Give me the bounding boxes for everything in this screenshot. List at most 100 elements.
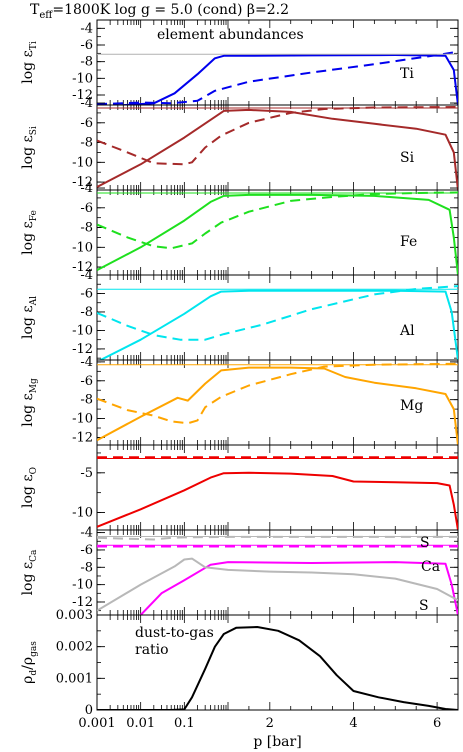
series-group-al [97,285,458,360]
series-label-ti: Ti [400,66,414,82]
series-line-dust-0 [97,626,458,710]
y-label-sub: Mg [29,378,39,393]
x-tick-label: 0.001 [78,716,115,731]
series-line-si-1 [97,106,458,166]
series-label-fe: Fe [400,234,417,250]
y-axis-label-dust: ρd/ρgas [20,641,39,684]
y-tick-label: -10 [72,506,93,521]
series-label-mg: Mg [400,398,423,414]
y-tick-label: -12 [72,595,93,610]
y-tick-label: -6 [80,38,93,53]
y-tick-label: -6 [80,286,93,301]
series-line-ca-4 [97,535,458,541]
title-beta-symbol: β [247,2,255,18]
y-tick-label: 0 [85,703,93,718]
y-axis-label-o: log εO [20,467,39,508]
series-label-s: S [419,598,429,614]
y-axis-label-al: log εAl [20,296,39,339]
x-tick-label: 0.1 [174,716,195,731]
series-label-al: Al [399,323,415,339]
x-tick-label: 4 [349,716,357,731]
series-line-ca-0 [139,561,458,615]
y-tick-label: -10 [72,578,93,593]
y-tick-label: -10 [72,323,93,338]
series-group-mg [97,362,458,445]
y-tick-label: -4 [80,181,93,196]
y-tick-label: -4 [80,21,93,36]
y-axis-label-si: log εSi [20,126,39,169]
y-tick-label: -4 [80,526,93,541]
y-tick-label: 0.003 [56,608,93,623]
series-line-fe-0 [97,193,458,275]
y-axis-label-ti: log εTi [20,41,39,84]
y-tick-label: -12 [72,342,93,357]
panel-annotation-dust: dust-to-gas [135,625,214,641]
y-tick-label: -8 [80,393,93,408]
y-label-main: log ε [20,50,36,84]
title-teff-symbol: T [30,2,40,18]
y-label-sub: Al [29,296,39,306]
y-label-sub: d [29,670,39,676]
y-tick-label: -10 [72,240,93,255]
y-tick-label: -6 [80,374,93,389]
y-tick-label: 0.002 [56,640,93,655]
y-label-main: log ε [20,135,36,169]
series-line-o-0 [97,471,458,530]
series-group-fe [97,191,458,275]
x-axis: 0.001 0.01 0.1 2 4 6 p [bar] [78,716,441,750]
panel-annotation-ti: element abundances [157,27,304,43]
series-line-ti-0 [108,54,458,105]
series-line-mg-0 [97,366,458,445]
y-axis-label-fe: log εFe [20,210,39,255]
series-group-o [97,456,458,530]
y-tick-label: -10 [72,155,93,170]
y-tick-label: -8 [80,221,93,236]
y-tick-label: -10 [72,412,93,427]
y-label-main: log ε [20,562,36,596]
y-tick-label: -12 [72,88,93,103]
y-label-sub: Fe [29,210,39,221]
series-group-si [97,106,458,190]
series-line-fe-1 [97,191,458,250]
series-label-ca: Ca [421,559,440,575]
y-label-main: log ε [20,393,36,427]
x-axis-label: p [bar] [253,734,301,750]
y-tick-label: -12 [72,260,93,275]
y-tick-label: -4 [80,96,93,111]
series-line-al-1 [97,285,458,341]
y-tick-label: -8 [80,305,93,320]
y-tick-label: -12 [72,430,93,445]
series-line-ca-3 [97,557,458,612]
series-label-si: Si [400,150,415,166]
y-label-sub2: gas [29,641,39,657]
y-label-main: ρ [20,676,36,684]
x-tick-label: 0.01 [126,716,155,731]
series-line-al-0 [98,289,458,360]
panel-frame-fe [96,189,459,276]
y-label-sub: O [29,467,39,474]
series-label-s: S [420,535,430,551]
title-teff-value: =1800K log g = 5.0 (cond) [52,2,247,18]
panel-frame-si [96,104,459,191]
y-tick-label: -6 [80,201,93,216]
y-tick-label: -4 [80,268,93,283]
y-tick-label: 0.001 [56,671,93,686]
panels-group: -4 -6 -8 -10 -12 log εTi Ti element abundances -… [20,19,459,718]
x-tick-label: 2 [266,716,274,731]
y-label-main2: /ρ [20,657,36,670]
y-tick-label: -8 [80,560,93,575]
y-tick-label: -8 [80,55,93,70]
y-axis-label-mg: log εMg [20,378,39,427]
panel-o: -5 -10 log εO [20,444,459,531]
y-label-sub: Si [29,126,39,135]
y-label-main: log ε [20,221,36,255]
series-group-ca [97,535,458,615]
y-tick-label: -6 [80,116,93,131]
